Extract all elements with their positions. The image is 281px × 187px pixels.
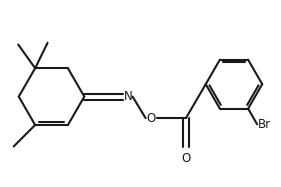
Text: Br: Br — [258, 118, 271, 131]
Text: N: N — [124, 90, 132, 103]
Text: O: O — [181, 152, 191, 165]
Text: O: O — [146, 112, 156, 125]
